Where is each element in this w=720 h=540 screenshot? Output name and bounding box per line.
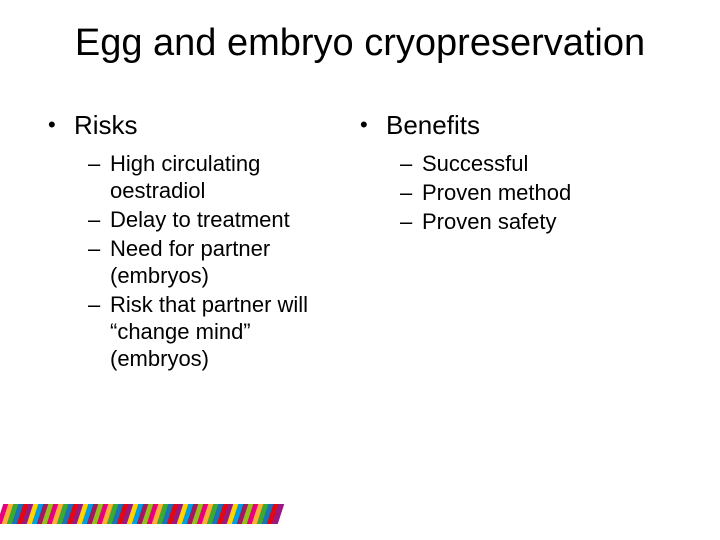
list-item: – Risk that partner will “change mind” (… [88, 291, 360, 372]
dash-icon: – [88, 150, 110, 177]
heading-text: Risks [74, 110, 138, 140]
list-item: – Successful [400, 150, 672, 177]
list-item: – Delay to treatment [88, 206, 360, 233]
list-item: – Proven method [400, 179, 672, 206]
list-item-text: Successful [422, 150, 528, 177]
heading-risks: • Risks [48, 110, 360, 140]
dash-icon: – [88, 291, 110, 318]
list-item: – High circulating oestradiol [88, 150, 360, 204]
risks-list: – High circulating oestradiol – Delay to… [88, 150, 360, 372]
benefits-list: – Successful – Proven method – Proven sa… [400, 150, 672, 235]
heading-text: Benefits [386, 110, 480, 140]
dash-icon: – [400, 208, 422, 235]
bullet-icon: • [360, 110, 386, 140]
bullet-icon: • [48, 110, 74, 140]
list-item-text: Proven method [422, 179, 571, 206]
dash-icon: – [400, 150, 422, 177]
list-item-text: Proven safety [422, 208, 557, 235]
list-item-text: Risk that partner will “change mind” (em… [110, 291, 340, 372]
list-item-text: Delay to treatment [110, 206, 290, 233]
list-item-text: Need for partner (embryos) [110, 235, 340, 289]
slide: Egg and embryo cryopreservation • Risks … [0, 0, 720, 540]
list-item: – Proven safety [400, 208, 672, 235]
slide-title: Egg and embryo cryopreservation [0, 22, 720, 65]
heading-benefits: • Benefits [360, 110, 672, 140]
column-left: • Risks – High circulating oestradiol – … [48, 110, 360, 374]
list-item-text: High circulating oestradiol [110, 150, 340, 204]
column-right: • Benefits – Successful – Proven method … [360, 110, 672, 374]
dash-icon: – [88, 235, 110, 262]
dash-icon: – [400, 179, 422, 206]
footer-stripes [0, 504, 330, 524]
list-item: – Need for partner (embryos) [88, 235, 360, 289]
slide-body: • Risks – High circulating oestradiol – … [48, 110, 672, 374]
dash-icon: – [88, 206, 110, 233]
